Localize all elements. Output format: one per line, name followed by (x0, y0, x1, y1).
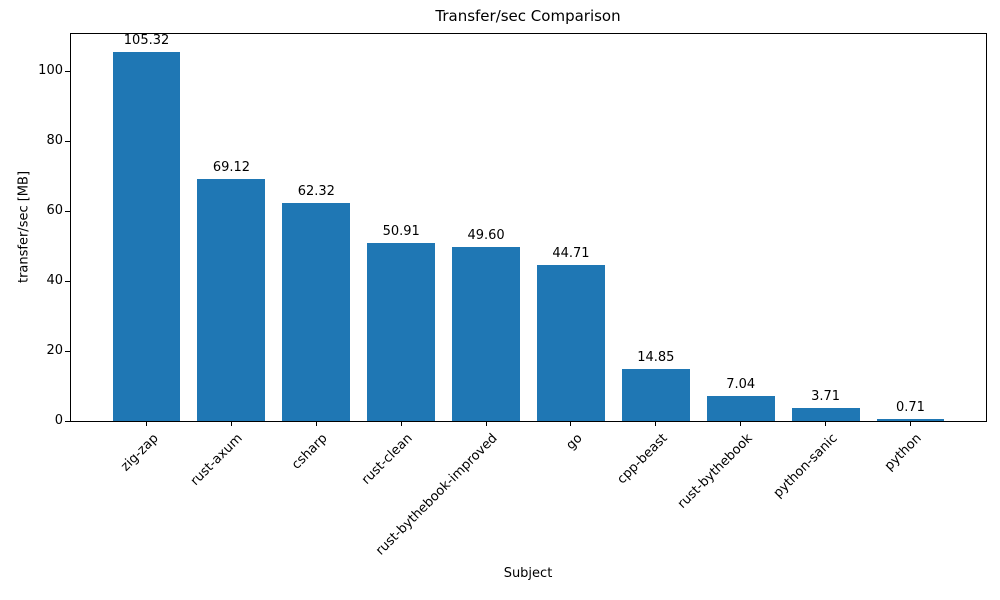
bar-csharp (282, 202, 351, 421)
bar-cpp-beast (621, 369, 690, 421)
bar-zig-zap (112, 52, 181, 421)
x-axis-tick (570, 421, 572, 426)
bar-python-sanic (791, 408, 860, 421)
bar-value-label: 14.85 (637, 350, 675, 366)
y-axis-tick-label: 100 (38, 63, 63, 79)
x-axis-tick (230, 421, 232, 426)
x-axis-tick (740, 421, 742, 426)
x-axis-label: Subject (503, 566, 553, 581)
x-axis-tick (909, 421, 911, 426)
y-axis-tick-label: 60 (46, 203, 63, 219)
bar-value-label: 7.04 (726, 377, 756, 393)
x-axis-tick-label-python: python (882, 431, 926, 474)
y-axis-tick-label: 80 (46, 133, 63, 149)
bar-value-label: 0.71 (895, 399, 925, 415)
y-axis-tick (65, 420, 71, 422)
x-axis-tick-label-cpp-beast: cpp-beast (614, 431, 671, 488)
x-axis-tick-label-rust-axum: rust-axum (188, 431, 247, 489)
y-axis-tick (65, 350, 71, 352)
y-axis-tick (65, 210, 71, 212)
bar-go (536, 264, 605, 421)
x-axis-tick-label-go: go (563, 431, 586, 454)
bar-value-label: 50.91 (382, 223, 420, 239)
x-axis-tick-label-python-sanic: python-sanic (770, 431, 841, 501)
bar-value-label: 49.60 (467, 228, 505, 244)
x-axis-tick-label-zig-zap: zig-zap (117, 431, 162, 475)
bar-rust-bythebook-improved (452, 247, 520, 421)
bar-rust-axum (197, 179, 266, 421)
y-axis-tick-label: 20 (46, 343, 63, 358)
bar-value-label: 69.12 (212, 160, 251, 176)
x-axis-tick (315, 421, 317, 426)
x-axis-tick (655, 421, 657, 426)
x-axis-tick (146, 421, 148, 426)
x-axis-tick-label-rust-clean: rust-clean (359, 431, 416, 488)
chart-title: Transfer/sec Comparison (435, 7, 621, 25)
bar-rust-clean (367, 242, 436, 421)
bar-value-label: 3.71 (811, 389, 841, 405)
bar-value-label: 62.32 (297, 183, 335, 199)
bar-python (876, 418, 945, 421)
y-axis-label: transfer/sec [MB] (16, 170, 32, 284)
x-axis-tick-label-rust-bythebook: rust-bythebook (674, 431, 756, 512)
bar-rust-bythebook (706, 396, 775, 421)
bar-value-label: 105.32 (123, 33, 170, 49)
y-axis-tick (65, 280, 71, 282)
y-axis-tick-label: 40 (46, 273, 63, 289)
x-axis-tick-label-csharp: csharp (289, 431, 331, 473)
x-axis-tick (400, 421, 402, 426)
bar-value-label: 44.71 (552, 245, 590, 261)
y-axis-tick-label: 0 (54, 413, 63, 428)
plot-area: 0 20 40 60 80 100 105.32 zig-zap 69.12 rust-axum 6… (38, 33, 987, 558)
x-axis-tick (485, 421, 487, 426)
y-axis-tick (65, 140, 71, 142)
y-axis-tick (65, 70, 71, 72)
x-axis-tick (825, 421, 827, 426)
